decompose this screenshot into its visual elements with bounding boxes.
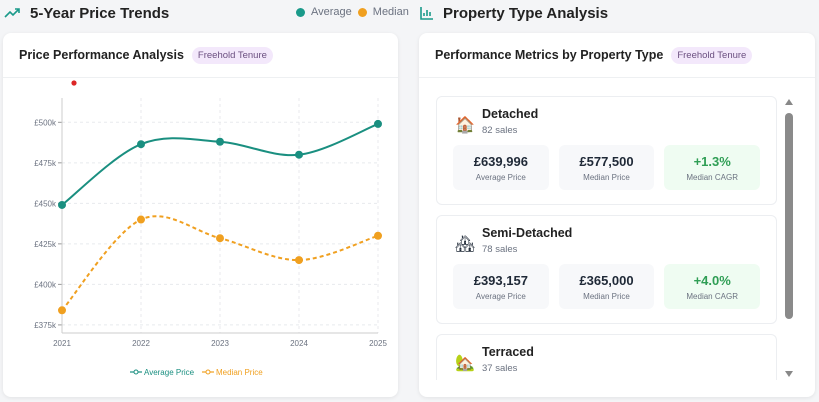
tenure-badge: Freehold Tenure <box>671 46 753 64</box>
legend-median: Median <box>372 6 409 18</box>
price-trends-heading: 5-Year Price Trends <box>4 2 169 24</box>
metric-label: Median CAGR <box>686 292 738 301</box>
section-title: 5-Year Price Trends <box>30 4 170 22</box>
metric-label: Median Price <box>583 173 630 182</box>
metric-label: Median Price <box>583 292 630 301</box>
scrollbar[interactable] <box>783 99 795 377</box>
metric-median-cagr: +1.3% Median CAGR <box>664 145 761 190</box>
metric-label: Average Price <box>475 292 526 301</box>
metric-median-cagr: +4.0% Median CAGR <box>664 264 761 309</box>
property-type-list[interactable]: 🏠 Detached 82 sales £639,996 Average Price… <box>436 96 777 380</box>
property-type-terraced: 🏡 Terraced 37 sales <box>436 334 777 380</box>
scroll-up-icon[interactable] <box>785 99 793 105</box>
bar-chart-icon <box>420 6 433 20</box>
metric-median-price: £365,000 Median Price <box>558 264 655 309</box>
property-type-heading: Property Type Analysis <box>420 2 608 24</box>
metric-value: +1.3% <box>693 154 731 169</box>
metric-average-price: £639,996 Average Price <box>453 145 549 190</box>
house-garden-icon: 🏡 <box>455 355 475 372</box>
metric-value: £393,157 <box>473 273 528 288</box>
metric-label: Average Price <box>475 173 526 182</box>
type-name: Semi-Detached <box>482 226 573 240</box>
sales-count: 78 sales <box>482 244 518 255</box>
metric-median-price: £577,500 Median Price <box>558 145 655 190</box>
average-dot-icon <box>296 7 305 17</box>
scroll-thumb[interactable] <box>785 113 793 319</box>
card-title: Performance Metrics by Property Type <box>435 48 664 62</box>
trending-up-icon <box>4 8 20 18</box>
type-name: Detached <box>482 107 539 121</box>
property-type-semi-detached: 🏘 Semi-Detached 78 sales £393,157 Average … <box>436 215 777 324</box>
metric-label: Median CAGR <box>686 173 738 182</box>
top-legend: Average Median <box>296 6 409 18</box>
metric-value: £365,000 <box>579 273 634 288</box>
scroll-down-icon[interactable] <box>785 371 793 377</box>
card-title: Price Performance Analysis <box>19 48 184 62</box>
median-dot-icon <box>357 7 367 17</box>
metric-value: £639,996 <box>473 154 528 169</box>
tenure-badge: Freehold Tenure <box>191 46 273 64</box>
metric-average-price: £393,157 Average Price <box>453 264 549 309</box>
house-icon: 🏠 <box>455 117 475 134</box>
section-title: Property Type Analysis <box>443 4 609 22</box>
price-performance-card: Price Performance Analysis Freehold Tenur… <box>3 33 398 397</box>
metric-value: £577,500 <box>579 154 634 169</box>
houses-icon: 🏘 <box>455 236 476 253</box>
property-type-detached: 🏠 Detached 82 sales £639,996 Average Price… <box>436 96 777 205</box>
type-name: Terraced <box>482 345 534 359</box>
legend-average: Average <box>311 6 352 18</box>
property-metrics-card: Performance Metrics by Property Type Free… <box>419 33 815 397</box>
sales-count: 82 sales <box>482 125 518 136</box>
sales-count: 37 sales <box>482 363 518 374</box>
metric-value: +4.0% <box>693 273 731 288</box>
